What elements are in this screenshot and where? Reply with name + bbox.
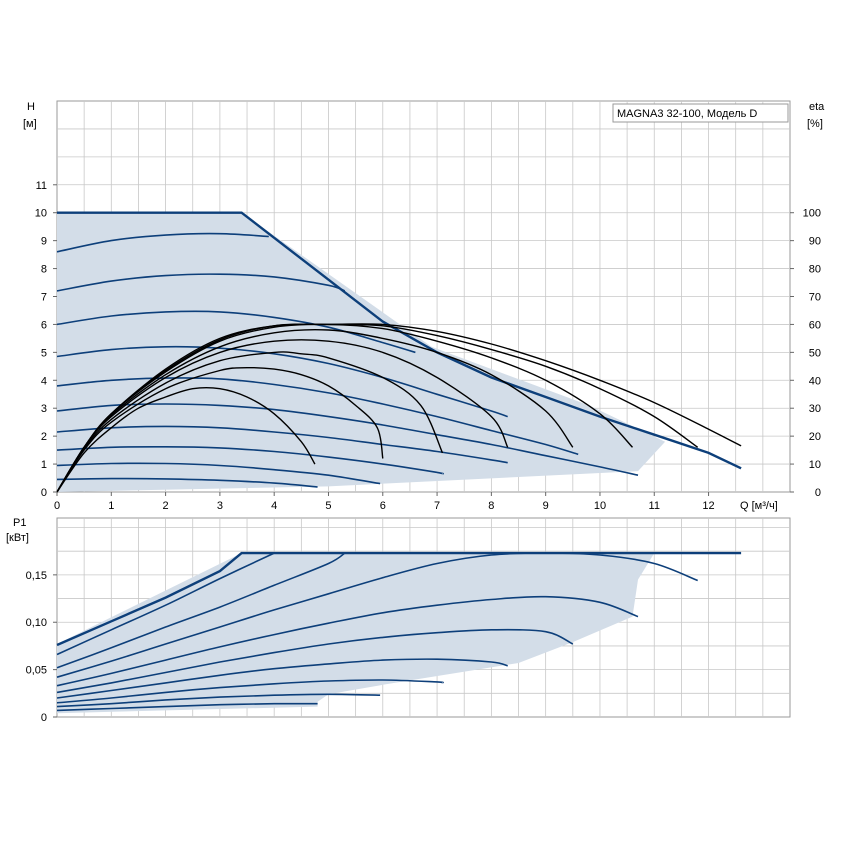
speed-curve-7 [56,425,508,464]
speed-curve-6 [56,403,639,476]
power-axis-unit: [кВт] [6,532,29,544]
y2-tick-label: 80 [809,264,821,276]
x-tick-label: 2 [163,500,169,512]
y-tick-label: 6 [41,319,47,331]
y-tick-label: 2 [41,431,47,443]
y2-tick-label: 70 [809,292,821,304]
x-tick-label: 4 [271,500,277,512]
power-max-curve [56,551,742,647]
y2-tick-label: 100 [803,208,821,220]
operating-area [57,212,666,492]
y2-tick-label: 60 [809,319,821,331]
efficiency-curve-1 [56,386,316,493]
y-tick-label: 11 [36,180,47,192]
x-tick-label: 10 [594,500,606,512]
y-tick-label: 8 [41,264,47,276]
y2-tick-label: 0 [815,487,821,499]
y-tick-labels: 0 1 2 3 4 5 6 7 8 9 10 11 [35,180,57,499]
x-tick-label: 7 [434,500,440,512]
power-axis-label: P1 [13,517,26,529]
power-speed-curve-8 [56,693,381,708]
y2-axis-unit: [%] [807,118,823,130]
power-speed-curve-6 [56,658,508,699]
efficiency-curves [56,323,742,493]
speed-curve-2 [56,273,346,292]
power-speed-curve-9 [56,702,318,712]
speed-curve-5 [56,377,579,456]
power-speed-curve-2 [56,552,346,669]
y2-tick-label: 50 [809,347,821,359]
power-y-tick-label: 0,10 [26,617,47,629]
y2-tick-label: 10 [809,459,821,471]
y-axis-unit: [м] [23,118,37,130]
power-operating-area [57,553,655,714]
y2-tick-label: 90 [809,236,821,248]
speed-curve-1 [56,232,269,253]
power-y-tick-labels: 0 0,05 0,10 0,15 [26,570,57,724]
power-speed-curve-4 [56,595,639,687]
speed-curve-10 [56,477,318,488]
y-axis-label: H [27,101,35,113]
x-tick-label: 5 [325,500,331,512]
x-tick-label: 0 [54,500,60,512]
power-speed-curve-1 [56,552,275,656]
speed-curve-4 [56,345,508,418]
y-tick-label: 10 [35,208,47,220]
max-curve [57,211,742,470]
y-tick-label: 5 [41,347,47,359]
speed-curve-8 [56,445,444,475]
speed-curve-9 [56,462,381,485]
power-speed-curve-3 [56,552,698,678]
power-y-tick-label: 0 [41,712,47,724]
power-y-tick-label: 0,15 [26,570,47,582]
speed-curve-3 [56,310,416,354]
y2-tick-label: 40 [809,375,821,387]
y-tick-label: 7 [41,292,47,304]
y-tick-label: 4 [41,375,47,387]
efficiency-curve-8 [56,323,742,493]
chart-title: MAGNA3 32-100, Модель D [617,108,757,120]
x-tick-labels: 0 1 2 3 4 5 6 7 8 9 10 11 12 [54,492,715,512]
x-axis-label: Q [м³/ч] [740,500,778,512]
x-tick-label: 12 [702,500,714,512]
y2-axis-label: eta [809,101,825,113]
y2-tick-label: 30 [809,403,821,415]
speed-curves [56,232,639,488]
power-speed-curve-5 [56,628,574,694]
x-tick-label: 3 [217,500,223,512]
power-chart: 0 0,05 0,10 0,15 P1 [кВт] [6,517,791,724]
title-box [612,103,789,123]
x-tick-label: 8 [488,500,494,512]
y-tick-label: 3 [41,403,47,415]
efficiency-curve-3 [56,351,444,493]
x-tick-label: 11 [649,500,660,512]
y-tick-label: 9 [41,236,47,248]
y2-tick-label: 20 [809,431,821,443]
efficiency-curve-5 [56,328,574,493]
power-y-tick-label: 0,05 [26,665,47,677]
y-tick-label: 1 [41,459,47,471]
power-speed-curve-7 [56,679,444,704]
y2-tick-labels: 0 10 20 30 40 50 60 70 80 90 100 [790,208,821,499]
efficiency-curve-2 [56,366,384,493]
x-tick-label: 6 [380,500,386,512]
y-tick-label: 0 [41,487,47,499]
power-speed-curves [56,552,698,712]
x-tick-label: 1 [108,500,114,512]
x-tick-label: 9 [543,500,549,512]
